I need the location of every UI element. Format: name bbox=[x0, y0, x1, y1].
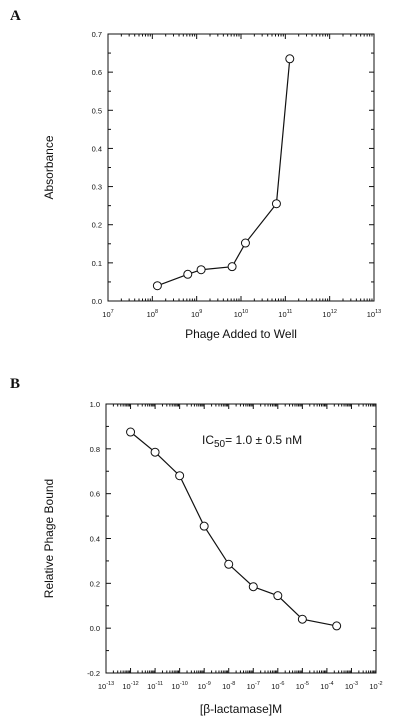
panel-a-x-tick-label: 108 bbox=[147, 309, 158, 319]
panel-a-data-point bbox=[152, 281, 162, 291]
panel-b-data-point bbox=[126, 427, 136, 437]
panel-b-x-tick-label: 10-11 bbox=[147, 681, 163, 691]
panel-a-y-tick-label: 0.6 bbox=[92, 68, 102, 77]
panel-b-data-point bbox=[332, 621, 342, 631]
panel-b-x-tick-label: 10-2 bbox=[369, 681, 382, 691]
panel-b-x-tick-label: 10-12 bbox=[122, 681, 138, 691]
panel-a-x-tick-label: 1013 bbox=[367, 309, 381, 319]
panel-b-y-tick-label: -0.2 bbox=[87, 669, 100, 678]
panel-b-data-point bbox=[199, 521, 209, 531]
panel-b-x-tick-label: 10-13 bbox=[98, 681, 114, 691]
panel-b-label: B bbox=[10, 376, 21, 392]
panel-a-x-tick-label: 1010 bbox=[234, 309, 248, 319]
panel-b-ic50-annotation: IC50= 1.0 ± 0.5 nM bbox=[202, 433, 302, 450]
panel-b-y-axis-label: Relative Phage Bound bbox=[42, 479, 56, 598]
panel-b-data-point bbox=[150, 447, 160, 457]
panel-b-y-tick-label: 0.8 bbox=[90, 445, 100, 454]
panel-b-series-line bbox=[130, 431, 337, 627]
panel-b-x-tick-label: 10-5 bbox=[296, 681, 309, 691]
panel-b-x-tick-label: 10-3 bbox=[345, 681, 358, 691]
panel-a-y-tick-label: 0.0 bbox=[92, 297, 102, 306]
panel-b-data-point bbox=[248, 582, 258, 592]
panel-a-y-tick-label: 0.7 bbox=[92, 30, 102, 39]
panel-a-data-point bbox=[240, 238, 250, 248]
panel-a-data-point bbox=[271, 199, 281, 209]
panel-a-y-axis-label: Absorbance bbox=[42, 135, 56, 199]
panel-a-plot-frame bbox=[107, 33, 375, 302]
panel-b-data-point bbox=[297, 614, 307, 624]
panel-a-x-tick-label: 1011 bbox=[278, 309, 292, 319]
panel-a-data-point bbox=[183, 269, 193, 279]
panel-b-data-point bbox=[224, 559, 234, 569]
panel-a-y-tick-label: 0.5 bbox=[92, 106, 102, 115]
panel-b-y-tick-label: 0.2 bbox=[90, 579, 100, 588]
panel-b-x-tick-label: 10-4 bbox=[320, 681, 333, 691]
panel-a-x-tick-label: 109 bbox=[191, 309, 202, 319]
panel-a-data-point bbox=[196, 265, 206, 275]
panel-b-x-tick-label: 10-7 bbox=[247, 681, 260, 691]
panel-b-y-tick-label: 0.0 bbox=[90, 624, 100, 633]
panel-b-data-point bbox=[273, 591, 283, 601]
panel-a-y-tick-label: 0.2 bbox=[92, 221, 102, 230]
panel-a-series-line bbox=[157, 58, 291, 287]
panel-b-x-tick-label: 10-6 bbox=[271, 681, 284, 691]
panel-a-y-tick-label: 0.4 bbox=[92, 144, 102, 153]
panel-b-x-tick-label: 10-10 bbox=[171, 681, 187, 691]
panel-a-data-point bbox=[285, 54, 295, 64]
panel-b-y-tick-label: 1.0 bbox=[90, 400, 100, 409]
panel-b-x-axis-label: [β-lactamase]M bbox=[200, 702, 282, 716]
panel-a-y-tick-label: 0.1 bbox=[92, 259, 102, 268]
panel-b-y-tick-label: 0.6 bbox=[90, 490, 100, 499]
panel-b-data-point bbox=[175, 471, 185, 481]
panel-a-x-tick-label: 1012 bbox=[322, 309, 336, 319]
panel-a-label: A bbox=[10, 8, 21, 24]
panel-a-data-point bbox=[227, 262, 237, 272]
panel-a-x-tick-label: 107 bbox=[102, 309, 113, 319]
panel-b-y-tick-label: 0.4 bbox=[90, 535, 100, 544]
panel-b-x-tick-label: 10-9 bbox=[198, 681, 211, 691]
panel-a-y-tick-label: 0.3 bbox=[92, 183, 102, 192]
panel-a-x-axis-label: Phage Added to Well bbox=[185, 327, 297, 341]
panel-b-x-tick-label: 10-8 bbox=[222, 681, 235, 691]
